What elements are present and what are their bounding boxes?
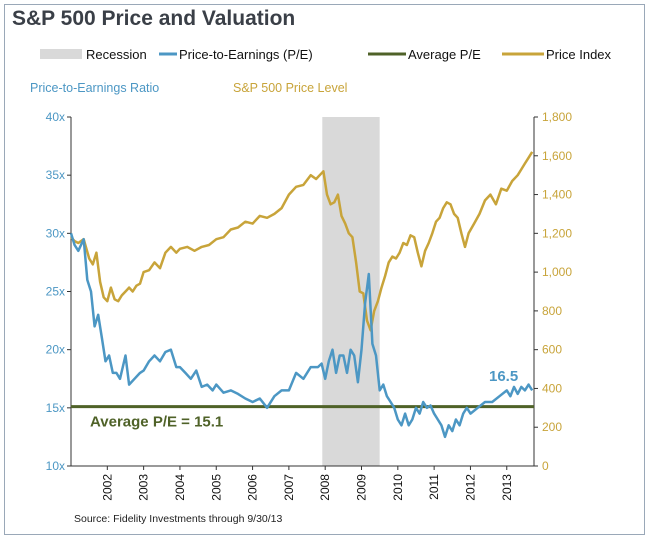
x-tick-label: 2008 (318, 474, 332, 501)
pe-ratio-line (69, 232, 534, 439)
legend-pe-label: Price-to-Earnings (P/E) (179, 47, 313, 62)
x-tick-label: 2004 (173, 474, 187, 501)
right-axis-title: S&P 500 Price Level (233, 81, 347, 95)
legend-recession-label: Recession (86, 47, 147, 62)
legend-price-label: Price Index (546, 47, 612, 62)
right-tick-label: 1,200 (542, 226, 572, 240)
right-tick-label: 0 (542, 459, 549, 473)
left-tick-label: 10x (46, 459, 65, 473)
chart-title: S&P 500 Price and Valuation (12, 7, 296, 30)
price-index-line (70, 151, 534, 332)
x-tick-label: 2012 (463, 474, 477, 501)
x-tick-label: 2011 (427, 474, 441, 500)
average-pe-label: Average P/E = 15.1 (90, 414, 223, 431)
right-tick-label: 400 (542, 381, 562, 395)
left-tick-label: 35x (46, 168, 65, 182)
right-tick-label: 1,400 (542, 188, 572, 202)
x-tick-label: 2009 (355, 474, 369, 501)
source-note: Source: Fidelity Investments through 9/3… (74, 513, 283, 525)
left-tick-label: 15x (46, 401, 65, 415)
plot-area: 10x 15x 20x 25x 30x 35x 40x 0 200 400 600 800 1,000 1… (46, 110, 573, 501)
legend-avg-label: Average P/E (408, 47, 481, 62)
right-tick-label: 1,800 (542, 110, 572, 124)
x-tick-label: 2006 (246, 474, 260, 501)
x-tick-label: 2013 (500, 474, 514, 501)
legend: Recession Price-to-Earnings (P/E) Averag… (40, 47, 612, 62)
right-tick-label: 1,000 (542, 265, 572, 279)
legend-recession-swatch (40, 49, 82, 59)
left-tick-label: 20x (46, 343, 65, 357)
left-tick-label: 25x (46, 285, 65, 299)
right-tick-label: 600 (542, 343, 562, 357)
left-tick-label: 40x (46, 110, 65, 124)
recession-band (322, 117, 380, 466)
x-tick-label: 2007 (282, 474, 296, 501)
left-tick-label: 30x (46, 226, 65, 240)
right-tick-label: 1,600 (542, 149, 572, 163)
x-tick-label: 2003 (137, 474, 151, 501)
right-tick-label: 200 (542, 420, 562, 434)
right-tick-label: 800 (542, 304, 562, 318)
x-tick-label: 2010 (391, 474, 405, 501)
last-pe-label: 16.5 (489, 368, 518, 385)
left-axis-title: Price-to-Earnings Ratio (30, 81, 159, 95)
x-tick-label: 2002 (100, 474, 114, 501)
x-tick-label: 2005 (209, 474, 223, 501)
